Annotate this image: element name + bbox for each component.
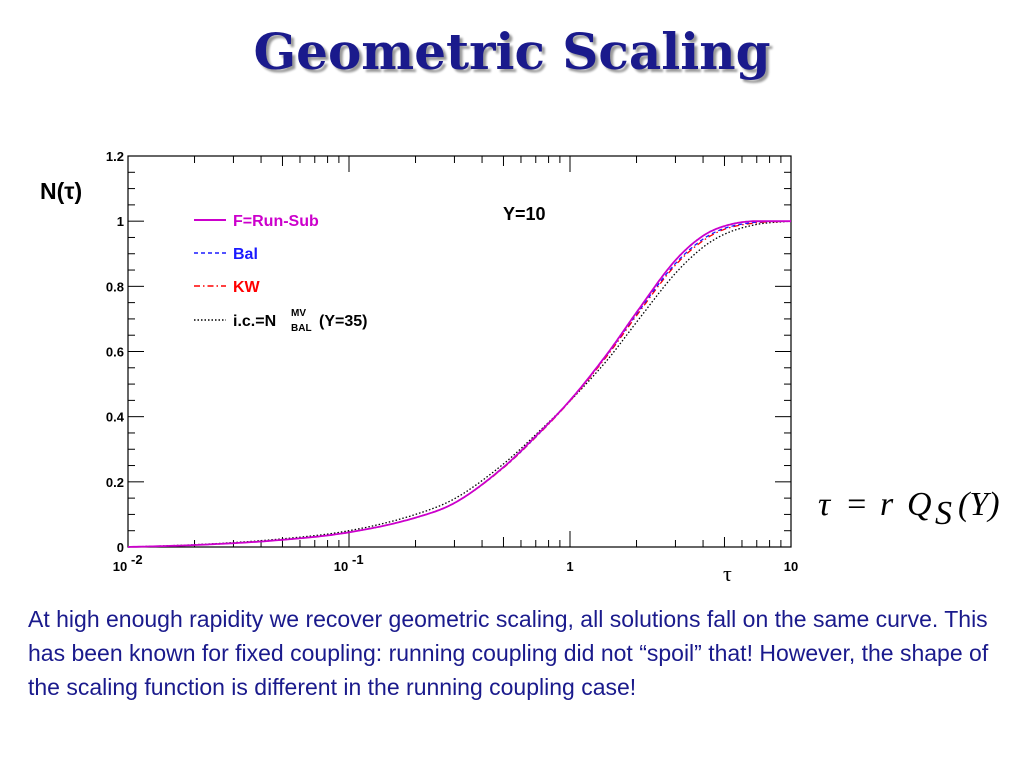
x-tick-label-exponent: -2 [131,552,143,567]
series-line-1 [127,220,791,548]
legend-label-3-sup: MV [291,308,306,319]
axis-ticks [127,155,791,548]
formula-equals: = [845,486,868,523]
x-axis-label: τ [723,561,732,586]
y-tick-label: 0.6 [106,345,124,360]
y-tick-label: 0.2 [106,475,124,490]
legend-label-2: KW [233,279,261,296]
y-axis-label: N(τ) [40,178,82,204]
x-tick-label-exponent: -1 [352,552,364,567]
y-tick-label: 0.4 [106,410,125,425]
slide-caption: At high enough rapidity we recover geome… [28,606,989,700]
legend-label-0: F=Run-Sub [233,213,319,230]
plot-frame [127,155,792,548]
series-line-2 [127,220,791,548]
formula-subscript: S [935,495,952,532]
x-tick-label: 10 [113,559,127,574]
slide-title: Geometric Scaling [253,22,771,81]
y-tick-label: 1 [117,214,124,229]
chart: 0 0.2 0.4 0.6 0.8 1 1.2 10 -2 10 -1 1 10 N(τ) τ Y=10… [40,149,1000,586]
legend-label-3: i.c.=N [233,313,276,330]
y-tick-label: 0 [117,540,124,555]
y-tick-label: 1.2 [106,149,124,164]
legend-label-3-sub: BAL [291,323,312,334]
y-tick-label: 0.8 [106,279,124,294]
formula-tau: τ [818,486,832,523]
formula-argument: (Y) [958,486,1000,523]
series-layer [127,220,792,548]
x-tick-label: 10 [784,559,798,574]
legend-label-3-suffix: (Y=35) [319,313,367,330]
legend: F=Run-Sub Bal KW i.c.=N MV BAL (Y=35) [194,213,367,334]
x-tick-label: 10 [334,559,348,574]
legend-label-1: Bal [233,246,258,263]
tick-labels: 0 0.2 0.4 0.6 0.8 1 1.2 10 -2 10 -1 1 10 [106,149,798,574]
series-line-0 [127,220,791,548]
formula: τ = r Q S (Y) [818,486,1000,532]
chart-annotation: Y=10 [503,204,546,224]
series-line-3 [127,220,792,548]
formula-q: Q [907,486,932,523]
x-tick-label: 1 [566,559,573,574]
formula-r: r [880,486,894,523]
